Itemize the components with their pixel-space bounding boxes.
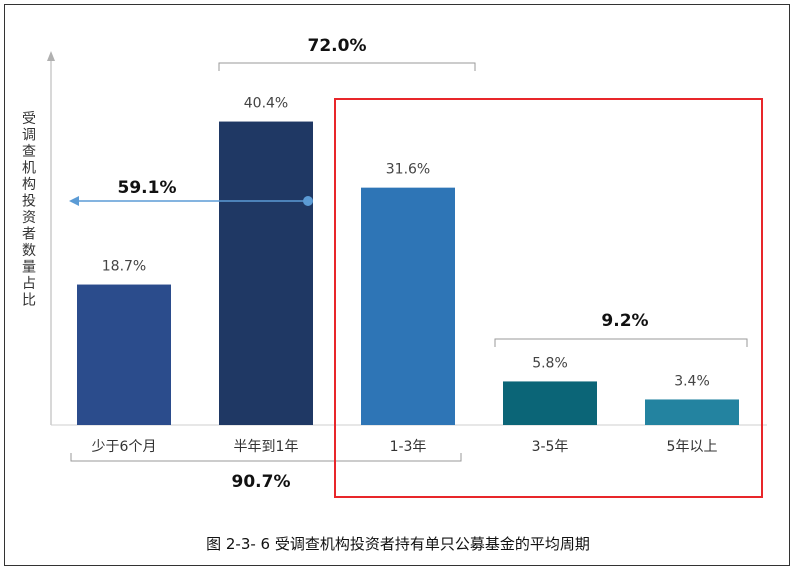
data-label-0: 18.7% [102, 259, 146, 275]
y-axis-label-char: 构 [22, 177, 36, 193]
bar-4 [645, 399, 739, 425]
arrow-head [69, 196, 79, 206]
highlight-box [334, 98, 763, 498]
x-tick-label-0: 少于6个月 [92, 439, 157, 455]
y-axis-label-char: 比 [22, 293, 36, 309]
bar-2 [361, 187, 455, 425]
y-axis-label-char: 量 [22, 260, 36, 276]
y-axis-label-char: 占 [22, 276, 36, 292]
y-axis-label-char: 机 [22, 161, 36, 177]
y-axis-label-char: 调 [22, 128, 36, 144]
x-tick-label-3: 3-5年 [532, 439, 569, 455]
data-label-2: 31.6% [386, 162, 430, 178]
y-axis-label-char: 数 [22, 243, 36, 259]
bar-0 [77, 284, 171, 425]
bars: 18.7% 少于6个月 40.4% 半年到1年 31.6% 1-3年 5.8% 3-5年 3.4… [77, 96, 739, 455]
arrow-dot [303, 196, 313, 206]
data-label-3: 5.8% [532, 355, 568, 371]
arrow-label: 59.1% [118, 178, 177, 198]
bar-chart: 18.7% 少于6个月 40.4% 半年到1年 31.6% 1-3年 5.8% 3-5年 3.4… [22, 36, 767, 553]
y-axis-label-char: 投 [22, 194, 36, 210]
bar-1 [219, 121, 313, 425]
right-bracket [494, 338, 748, 347]
annotations: 72.0% 59.1% 9.2% 90.7% [69, 36, 763, 498]
y-axis-arrow [47, 51, 55, 61]
bottom-bracket-label: 90.7% [232, 472, 291, 492]
y-axis-label-char: 资 [22, 210, 36, 226]
x-tick-label-1: 半年到1年 [234, 439, 299, 455]
top-bracket [218, 62, 476, 71]
y-axis-label-char: 受 [22, 111, 36, 127]
figure-caption: 图 2-3- 6 受调查机构投资者持有单只公募基金的平均周期 [206, 535, 590, 553]
top-bracket-label: 72.0% [308, 36, 367, 56]
y-axis-label-char: 者 [22, 227, 36, 243]
figure-frame: 18.7% 少于6个月 40.4% 半年到1年 31.6% 1-3年 5.8% 3-5年 3.4… [4, 4, 790, 566]
data-label-4: 3.4% [674, 373, 710, 389]
x-tick-label-4: 5年以上 [667, 439, 718, 455]
y-axis-label-char: 查 [22, 144, 36, 160]
x-tick-label-2: 1-3年 [390, 439, 427, 455]
right-bracket-label: 9.2% [601, 311, 648, 331]
bottom-bracket [70, 453, 462, 462]
bar-3 [503, 381, 597, 425]
data-label-1: 40.4% [244, 96, 288, 112]
